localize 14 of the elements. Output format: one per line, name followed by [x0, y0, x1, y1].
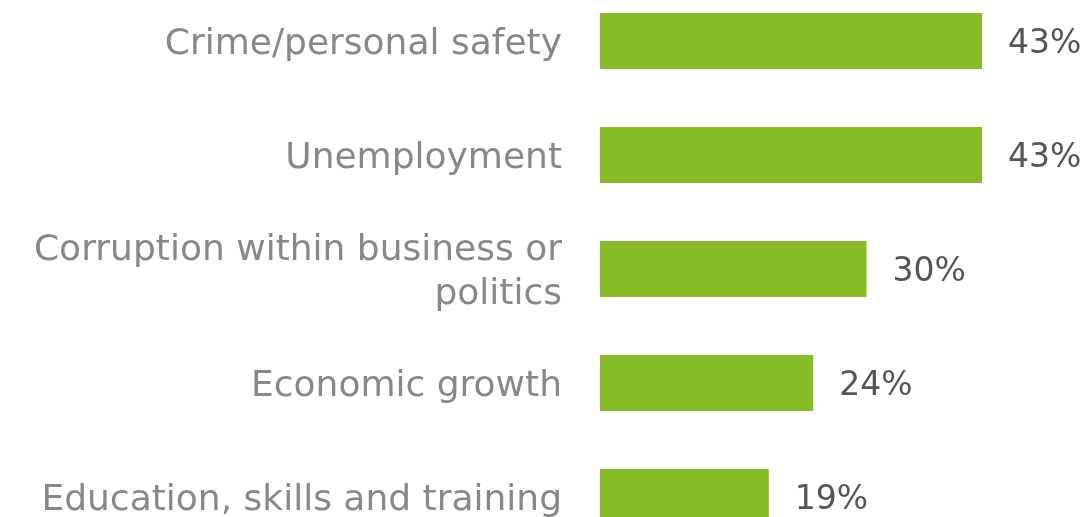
- y-tick-label: Crime/personal safety: [164, 20, 562, 62]
- data-label: 24%: [839, 363, 913, 403]
- y-tick-label: Economic growth: [251, 362, 562, 404]
- bar: [600, 355, 814, 411]
- y-tick-label: Corruption within business or politics: [33, 226, 563, 312]
- data-label: 43%: [1007, 135, 1082, 175]
- bar: [600, 241, 867, 297]
- y-tick-label: Education, skills and training: [41, 476, 562, 517]
- data-label: 43%: [1007, 21, 1082, 61]
- data-label: 19%: [794, 477, 869, 517]
- data-label: 30%: [892, 249, 966, 289]
- bar: [600, 13, 982, 69]
- y-tick-label: Unemployment: [285, 134, 562, 176]
- bar: [600, 127, 982, 183]
